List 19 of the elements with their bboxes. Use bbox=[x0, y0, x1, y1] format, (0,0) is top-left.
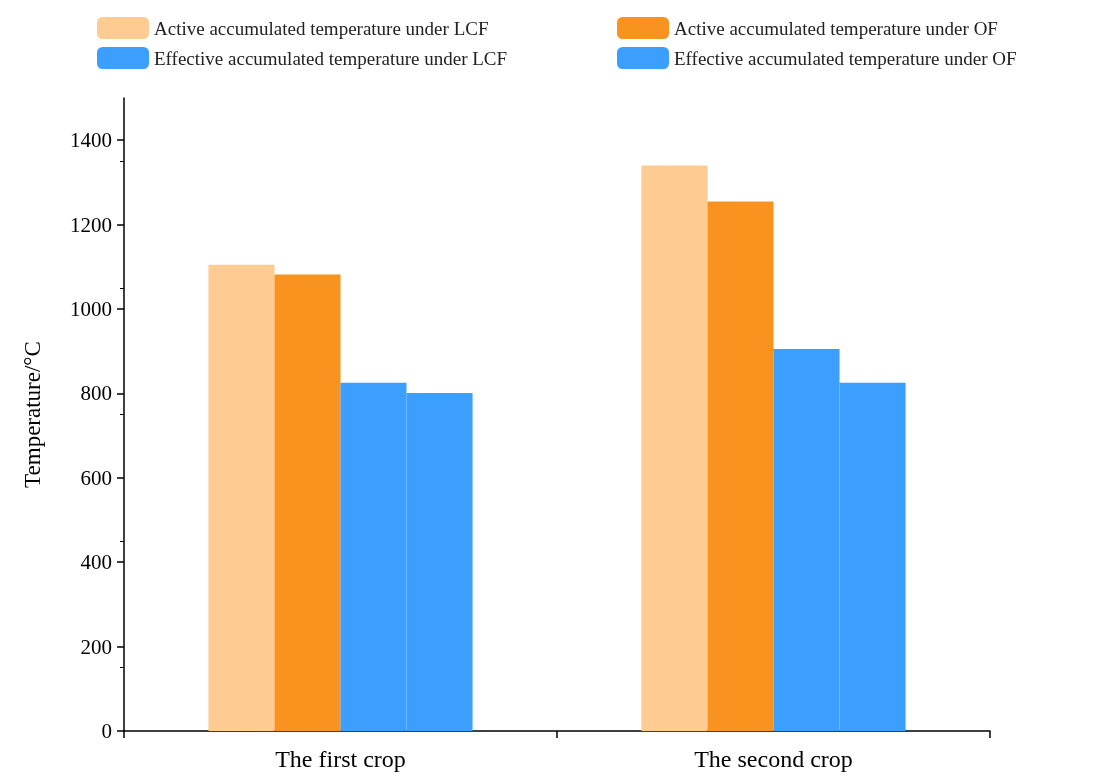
bar bbox=[274, 274, 341, 731]
bar bbox=[208, 264, 275, 731]
legend-label: Active accumulated temperature under OF bbox=[674, 17, 998, 39]
legend-label: Effective accumulated temperature under OF bbox=[674, 47, 1017, 69]
y-tick-label: 800 bbox=[80, 381, 112, 406]
bar bbox=[641, 165, 708, 731]
legend-label: Active accumulated temperature under LCF bbox=[154, 17, 489, 39]
bar bbox=[707, 201, 774, 731]
y-tick-label: 600 bbox=[80, 465, 112, 490]
y-tick-label: 1000 bbox=[70, 297, 112, 321]
y-tick-label: 0 bbox=[101, 719, 112, 743]
y-tick-label: 1200 bbox=[70, 212, 112, 237]
y-axis-title: Temperature/°C bbox=[20, 341, 45, 488]
y-tick-label: 400 bbox=[80, 550, 112, 575]
x-tick-label: The second crop bbox=[694, 746, 853, 772]
y-tick-label: 1400 bbox=[70, 128, 112, 153]
y-tick-label: 200 bbox=[80, 634, 112, 659]
legend-label: Effective accumulated temperature under LCF bbox=[154, 47, 508, 69]
x-tick-label: The first crop bbox=[275, 746, 406, 772]
